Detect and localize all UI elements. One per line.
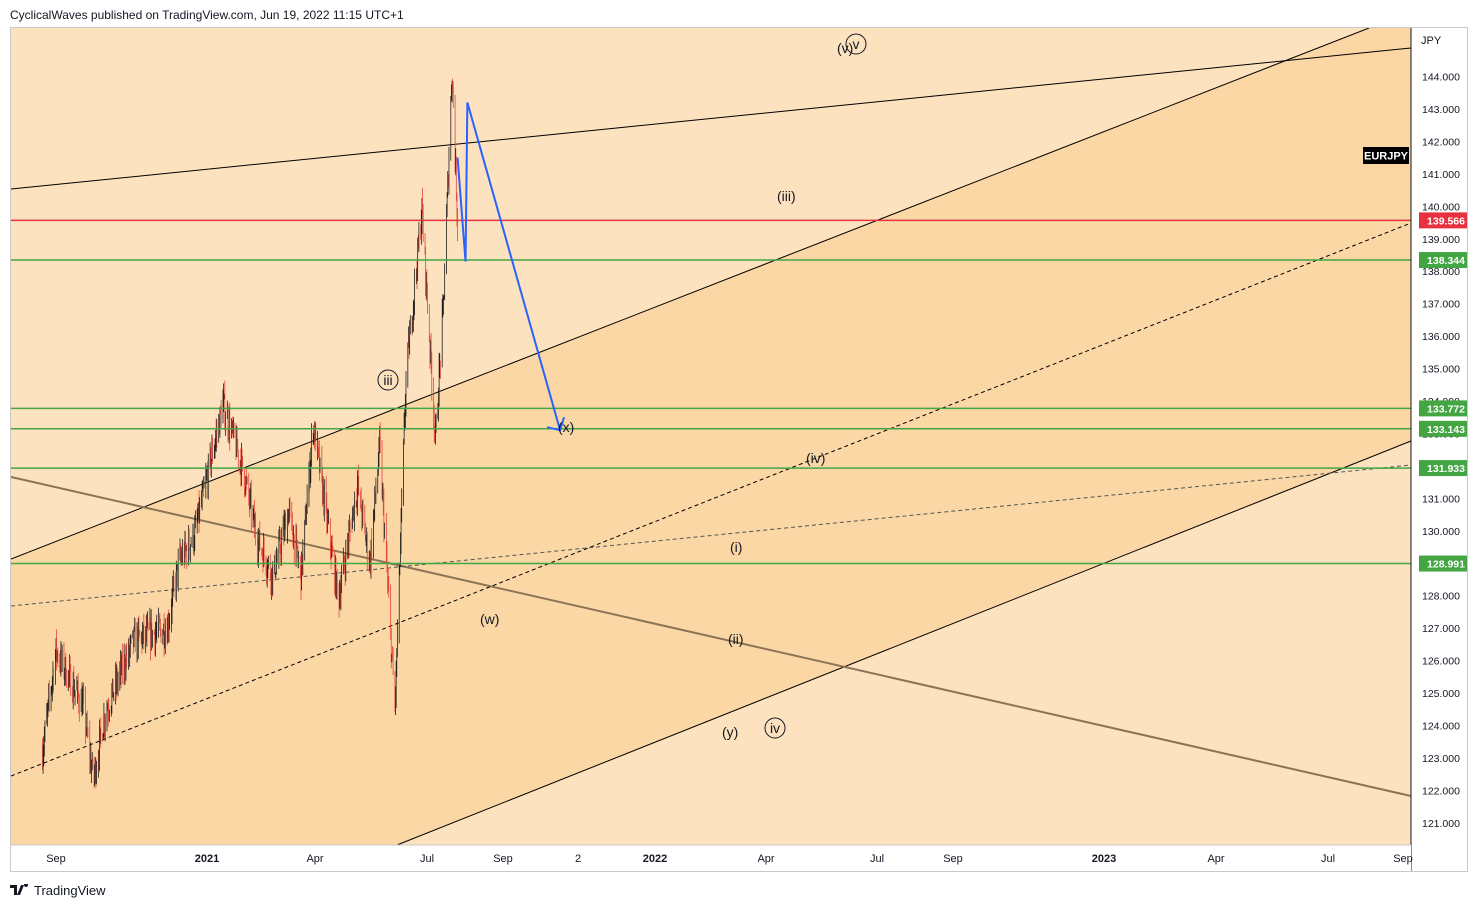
x-tick-label: Apr [306,853,323,865]
wave-label-circle [845,33,867,55]
y-tick-label: 126.000 [1422,656,1460,668]
y-tick-label: 128.000 [1422,591,1460,603]
footer: TradingView [10,880,106,900]
level-tag-label: 139.566 [1427,215,1465,227]
x-tick-label: 2022 [643,853,667,865]
publisher-line: CyclicalWaves published on TradingView.c… [10,8,404,22]
descending-trendline[interactable] [11,476,1412,797]
projection-path[interactable] [456,102,562,431]
y-tick-label: 123.000 [1422,753,1460,765]
y-tick-label: 125.000 [1422,688,1460,700]
wave-label: (ii) [728,631,744,647]
y-tick-label: 139.000 [1422,234,1460,246]
level-tag [1419,212,1467,229]
wave-label: (i) [730,539,742,555]
wave-label: (v) [837,40,853,56]
x-tick-label: Sep [1393,853,1413,865]
y-tick-label: 140.000 [1422,201,1460,213]
y-tick-label: 136.000 [1422,331,1460,343]
y-tick-label: 124.000 [1422,721,1460,733]
level-tag [1419,420,1467,437]
tradingview-logo-icon [10,884,28,895]
x-tick-label: Apr [1207,853,1224,865]
x-tick-label: Jul [1321,853,1335,865]
shallow-dashed-line[interactable] [11,464,1412,607]
wave-label: (y) [722,724,738,740]
level-tag-label: 133.772 [1427,403,1465,415]
y-tick-label: 142.000 [1422,136,1460,148]
symbol-label: EURJPY [1364,151,1409,163]
upper-channel-line[interactable] [11,28,1370,560]
y-tick-label: 137.000 [1422,299,1460,311]
price-axis[interactable] [1411,28,1468,872]
y-tick-label: 141.000 [1422,169,1460,181]
y-tick-label: 121.000 [1422,818,1460,830]
chart-svg[interactable]: (v) v (iii) iii (x) (iv) (w) (i) (ii) (y) iv 121.0… [11,28,1468,872]
lower-channel-line[interactable] [396,440,1412,846]
wave-label-circle [764,717,786,739]
wave-label: iv [770,720,780,736]
wave-label: (w) [480,611,499,627]
x-tick-label: 2021 [195,853,219,865]
y-tick-label: 122.000 [1422,785,1460,797]
chart-area[interactable]: (v) v (iii) iii (x) (iv) (w) (i) (ii) (y) iv 121.0… [10,27,1468,872]
x-tick-label: Sep [943,853,963,865]
y-tick-label: 135.000 [1422,364,1460,376]
candles-group [42,78,458,789]
wave-label: v [853,36,860,52]
time-axis[interactable] [11,845,1411,872]
level-tag-label: 138.344 [1427,255,1465,267]
channel-fill [11,28,1411,845]
currency-label: JPY [1421,35,1442,47]
projection-arrowhead [546,416,566,432]
y-tick-label: 138.000 [1422,266,1460,278]
level-tag-label: 128.991 [1427,559,1465,571]
x-tick-label: Sep [493,853,513,865]
x-tick-label: Jul [420,853,434,865]
level-tag-label: 131.933 [1427,463,1465,475]
mid-channel-dashed-line[interactable] [11,222,1412,777]
x-tick-label: 2 [575,853,581,865]
level-tag [1419,555,1467,572]
y-tick-label: 143.000 [1422,104,1460,116]
wave-label: iii [383,372,392,388]
wave-label: (x) [558,419,574,435]
level-tag [1419,252,1467,269]
wave-label: (iii) [777,188,796,204]
level-tag [1419,400,1467,417]
x-tick-label: 2023 [1092,853,1116,865]
x-tick-label: Apr [757,853,774,865]
wave-label-circle [377,369,399,391]
y-tick-label: 130.000 [1422,526,1460,538]
level-tag [1419,460,1467,477]
wave-label: (iv) [806,450,825,466]
symbol-tag: EURJPY [1363,147,1409,164]
x-tick-label: Jul [870,853,884,865]
y-tick-label: 131.000 [1422,493,1460,505]
y-tick-label: 127.000 [1422,623,1460,635]
level-tag-label: 133.143 [1427,424,1465,436]
y-tick-label: 144.000 [1422,72,1460,84]
top-resistance-line[interactable] [11,47,1412,190]
x-tick-label: Sep [46,853,66,865]
brand-label: TradingView [34,882,106,898]
